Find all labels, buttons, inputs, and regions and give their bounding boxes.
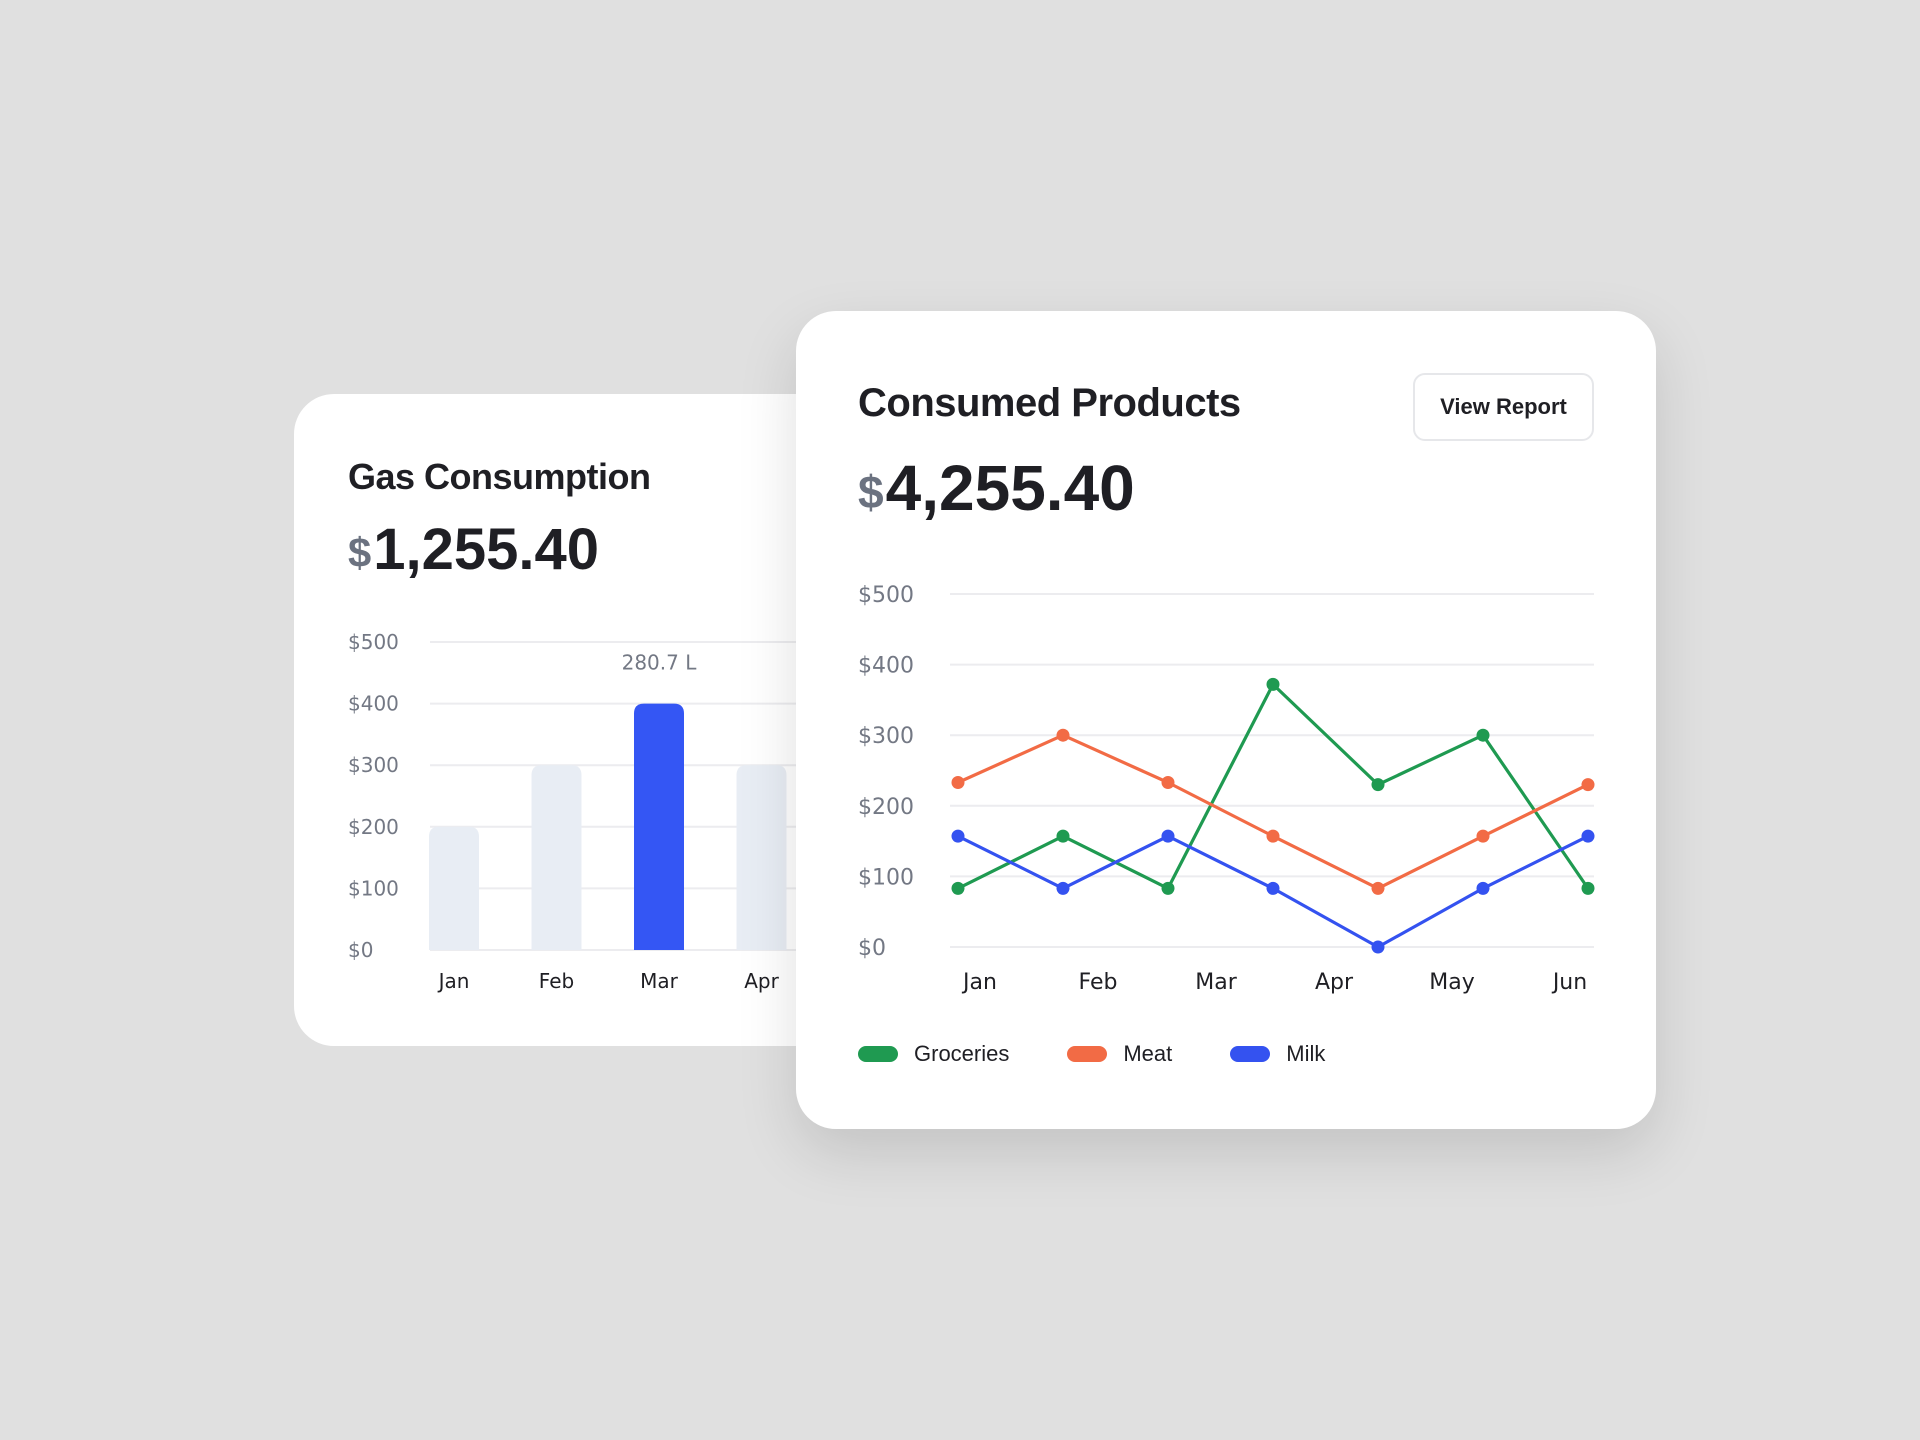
- series-point-milk[interactable]: [951, 829, 965, 843]
- products-line-chart: $0 $100 $200 $300 $400 $500 Jan Feb Mar Apr May Jun: [858, 583, 1595, 995]
- series-point-milk[interactable]: [1056, 881, 1070, 895]
- legend-label: Milk: [1286, 1041, 1326, 1066]
- gas-bar-chart: $0 $100 $200 $300 $400 $500 Jan Feb Mar 280.7 L Ap…: [348, 630, 854, 993]
- bar-y-tick-label: $300: [348, 753, 399, 777]
- bar-y-tick-label: $0: [348, 938, 373, 962]
- series-point-meat[interactable]: [1056, 728, 1070, 742]
- series-point-meat[interactable]: [951, 776, 965, 790]
- legend-label: Meat: [1123, 1041, 1173, 1066]
- line-x-label: Jun: [1551, 970, 1587, 995]
- bar-x-label: Apr: [744, 969, 779, 993]
- series-point-groceries[interactable]: [951, 881, 965, 895]
- series-point-groceries[interactable]: [1056, 829, 1070, 843]
- gas-currency: $: [348, 528, 372, 576]
- series-line-meat: [957, 733, 1589, 891]
- series-line-groceries: [957, 682, 1590, 891]
- line-y-tick-label: $100: [858, 865, 914, 890]
- series-point-milk[interactable]: [1161, 829, 1175, 843]
- gas-consumption-card: Gas Consumption $1,255.40 $0 $100 $200 $300…: [294, 394, 854, 1046]
- bar-y-tick-label: $100: [348, 876, 399, 900]
- consumed-products-card: Consumed Products $4,255.40 View Report …: [796, 311, 1656, 1129]
- bar-x-label: Jan: [437, 969, 470, 993]
- line-x-label: Apr: [1315, 970, 1354, 995]
- line-y-tick-label: $200: [858, 795, 914, 820]
- series-point-milk[interactable]: [1476, 881, 1490, 895]
- series-point-groceries[interactable]: [1266, 677, 1280, 691]
- legend-item-groceries: Groceries: [858, 1041, 1009, 1067]
- line-y-tick-label: $300: [858, 724, 914, 749]
- legend-swatch: [858, 1046, 898, 1062]
- series-point-milk[interactable]: [1266, 881, 1280, 895]
- series-point-groceries[interactable]: [1581, 881, 1595, 895]
- line-x-label: Jan: [961, 970, 997, 995]
- bar-jan[interactable]: [429, 826, 479, 950]
- products-card-amount: $4,255.40: [858, 451, 1135, 525]
- bar-x-label: Feb: [539, 969, 574, 993]
- line-x-label: Mar: [1195, 970, 1237, 995]
- series-point-milk[interactable]: [1581, 829, 1595, 843]
- legend-item-meat: Meat: [1067, 1041, 1172, 1067]
- bar-y-tick-label: $500: [348, 630, 399, 654]
- bar-apr[interactable]: [736, 765, 787, 950]
- gas-card-title: Gas Consumption: [348, 456, 651, 497]
- gas-card-amount: $1,255.40: [348, 516, 599, 583]
- series-point-milk[interactable]: [1371, 940, 1385, 954]
- series-point-meat[interactable]: [1161, 776, 1175, 790]
- bar-feb[interactable]: [531, 765, 582, 950]
- products-amount-value: 4,255.40: [885, 452, 1135, 524]
- legend-item-milk: Milk: [1230, 1041, 1325, 1067]
- view-report-button[interactable]: View Report: [1413, 373, 1594, 441]
- line-x-label: Feb: [1079, 970, 1118, 995]
- bar-mar[interactable]: [634, 703, 684, 950]
- series-point-meat[interactable]: [1476, 829, 1490, 843]
- bar-x-label: Mar: [640, 969, 679, 993]
- line-x-label: May: [1429, 970, 1474, 995]
- products-currency: $: [858, 465, 884, 518]
- legend-swatch: [1230, 1046, 1271, 1062]
- bar-y-tick-label: $200: [348, 815, 399, 839]
- series-point-meat[interactable]: [1266, 829, 1280, 843]
- bar-highlight-label: 280.7 L: [622, 651, 698, 675]
- bar-y-tick-label: $400: [348, 692, 399, 716]
- series-point-groceries[interactable]: [1476, 728, 1490, 742]
- series-point-meat[interactable]: [1581, 778, 1595, 792]
- line-y-tick-label: $400: [858, 654, 914, 679]
- gas-amount-value: 1,255.40: [373, 517, 600, 582]
- line-y-tick-label: $500: [858, 583, 914, 608]
- chart-legend: Groceries Meat Milk: [858, 1041, 1383, 1067]
- line-y-tick-label: $0: [858, 936, 886, 961]
- series-point-groceries[interactable]: [1161, 881, 1175, 895]
- legend-swatch: [1067, 1046, 1108, 1062]
- products-card-title: Consumed Products: [858, 381, 1241, 425]
- legend-label: Groceries: [914, 1041, 1010, 1066]
- series-point-groceries[interactable]: [1371, 778, 1385, 792]
- series-point-meat[interactable]: [1371, 881, 1385, 895]
